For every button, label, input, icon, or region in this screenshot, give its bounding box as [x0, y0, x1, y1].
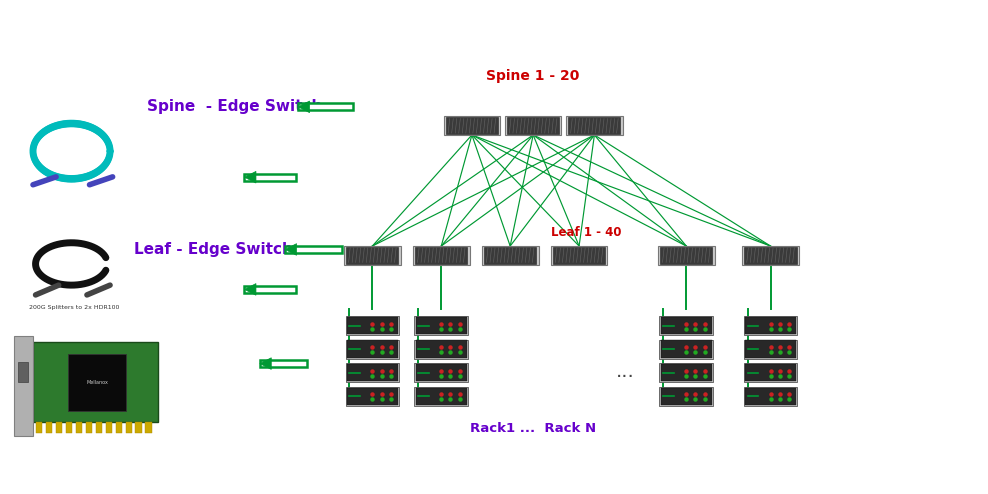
- FancyBboxPatch shape: [505, 117, 561, 135]
- Bar: [135, 422, 141, 433]
- Bar: [66, 422, 72, 433]
- Polygon shape: [286, 244, 296, 255]
- Bar: [96, 422, 102, 433]
- FancyBboxPatch shape: [745, 247, 796, 263]
- FancyBboxPatch shape: [416, 317, 466, 334]
- Bar: [19, 362, 29, 382]
- Bar: [45, 422, 52, 433]
- Text: Rack1 ...  Rack N: Rack1 ... Rack N: [470, 422, 596, 435]
- Polygon shape: [244, 284, 256, 295]
- Bar: [76, 422, 82, 433]
- FancyBboxPatch shape: [415, 247, 467, 263]
- Bar: [244, 174, 295, 181]
- FancyBboxPatch shape: [744, 387, 797, 406]
- Bar: [33, 342, 158, 422]
- FancyBboxPatch shape: [658, 246, 714, 265]
- Text: Leaf - Edge Switch: Leaf - Edge Switch: [134, 242, 293, 257]
- FancyBboxPatch shape: [416, 388, 466, 405]
- FancyBboxPatch shape: [444, 117, 500, 135]
- Bar: [56, 422, 62, 433]
- Bar: [260, 360, 307, 367]
- FancyBboxPatch shape: [745, 340, 795, 358]
- Text: ...: ...: [616, 362, 634, 381]
- Bar: [106, 422, 112, 433]
- FancyBboxPatch shape: [415, 316, 468, 335]
- FancyBboxPatch shape: [346, 363, 399, 382]
- FancyBboxPatch shape: [660, 363, 713, 382]
- FancyBboxPatch shape: [744, 339, 797, 359]
- Bar: [125, 422, 131, 433]
- FancyBboxPatch shape: [446, 118, 498, 134]
- FancyBboxPatch shape: [745, 317, 795, 334]
- Bar: [36, 422, 42, 433]
- FancyBboxPatch shape: [507, 118, 559, 134]
- FancyBboxPatch shape: [661, 340, 711, 358]
- Bar: [15, 335, 33, 436]
- Polygon shape: [298, 101, 309, 113]
- FancyBboxPatch shape: [745, 388, 795, 405]
- FancyBboxPatch shape: [346, 316, 399, 335]
- Bar: [145, 422, 151, 433]
- Bar: [244, 286, 295, 293]
- FancyBboxPatch shape: [660, 247, 712, 263]
- FancyBboxPatch shape: [347, 317, 397, 334]
- Bar: [286, 246, 342, 253]
- FancyBboxPatch shape: [661, 364, 711, 381]
- FancyBboxPatch shape: [415, 339, 468, 359]
- FancyBboxPatch shape: [660, 387, 713, 406]
- Bar: [86, 422, 92, 433]
- Text: Mellanox: Mellanox: [86, 379, 108, 385]
- Text: 200G Splitters to 2x HDR100: 200G Splitters to 2x HDR100: [29, 305, 120, 310]
- FancyBboxPatch shape: [415, 387, 468, 406]
- FancyBboxPatch shape: [484, 247, 536, 263]
- FancyBboxPatch shape: [744, 363, 797, 382]
- Polygon shape: [244, 171, 256, 183]
- FancyBboxPatch shape: [745, 364, 795, 381]
- FancyBboxPatch shape: [566, 117, 622, 135]
- Bar: [298, 103, 354, 110]
- FancyBboxPatch shape: [550, 246, 608, 265]
- FancyBboxPatch shape: [660, 316, 713, 335]
- FancyBboxPatch shape: [416, 364, 466, 381]
- FancyBboxPatch shape: [482, 246, 538, 265]
- Text: Spine 1 - 20: Spine 1 - 20: [486, 69, 580, 83]
- Text: Spine  - Edge Switch: Spine - Edge Switch: [147, 99, 322, 114]
- FancyBboxPatch shape: [344, 246, 401, 265]
- FancyBboxPatch shape: [742, 246, 799, 265]
- FancyBboxPatch shape: [660, 339, 713, 359]
- FancyBboxPatch shape: [347, 388, 397, 405]
- FancyBboxPatch shape: [416, 340, 466, 358]
- Bar: [68, 354, 126, 411]
- FancyBboxPatch shape: [415, 363, 468, 382]
- Polygon shape: [260, 358, 272, 370]
- FancyBboxPatch shape: [568, 118, 620, 134]
- FancyBboxPatch shape: [346, 387, 399, 406]
- FancyBboxPatch shape: [661, 388, 711, 405]
- FancyBboxPatch shape: [347, 247, 398, 263]
- FancyBboxPatch shape: [346, 339, 399, 359]
- FancyBboxPatch shape: [347, 340, 397, 358]
- FancyBboxPatch shape: [553, 247, 605, 263]
- Bar: [116, 422, 122, 433]
- Text: Leaf 1 - 40: Leaf 1 - 40: [550, 226, 621, 239]
- FancyBboxPatch shape: [347, 364, 397, 381]
- FancyBboxPatch shape: [413, 246, 469, 265]
- FancyBboxPatch shape: [661, 317, 711, 334]
- FancyBboxPatch shape: [744, 316, 797, 335]
